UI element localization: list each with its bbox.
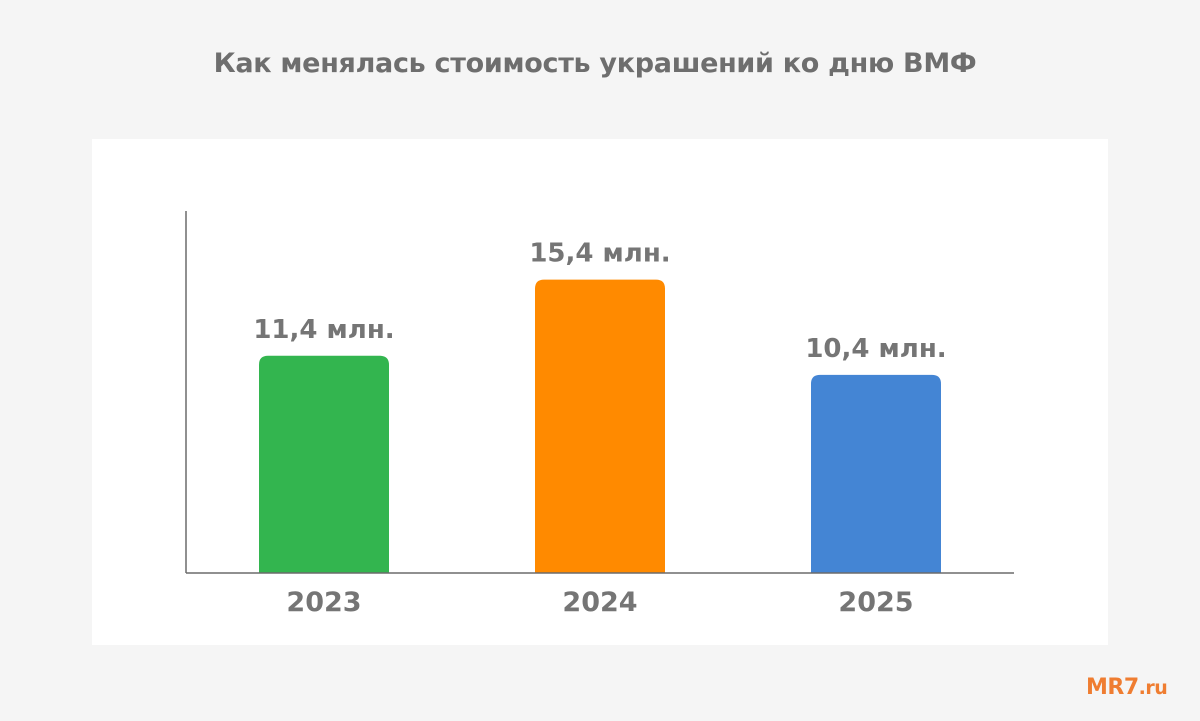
data-label-2025: 10,4 млн. xyxy=(805,334,946,364)
data-label-2023: 11,4 млн. xyxy=(253,315,394,345)
bar-2025 xyxy=(811,374,941,573)
chart-title: Как менялась стоимость украшений ко дню … xyxy=(213,48,977,79)
x-tick-label-2025: 2025 xyxy=(838,587,913,618)
chart-panel: 11,4 млн. 2023 15,4 млн. 2024 10,4 млн. 2025 xyxy=(92,139,1108,645)
bar-chart: 11,4 млн. 2023 15,4 млн. 2024 10,4 млн. 2025 xyxy=(185,211,1014,618)
x-tick-label-2024: 2024 xyxy=(562,587,637,618)
x-tick-label-2023: 2023 xyxy=(286,587,361,618)
bar-2024 xyxy=(535,279,665,573)
bar-2023 xyxy=(259,355,389,573)
data-label-2024: 15,4 млн. xyxy=(529,239,670,269)
mr7-logo: MR7.ru xyxy=(1086,675,1168,700)
